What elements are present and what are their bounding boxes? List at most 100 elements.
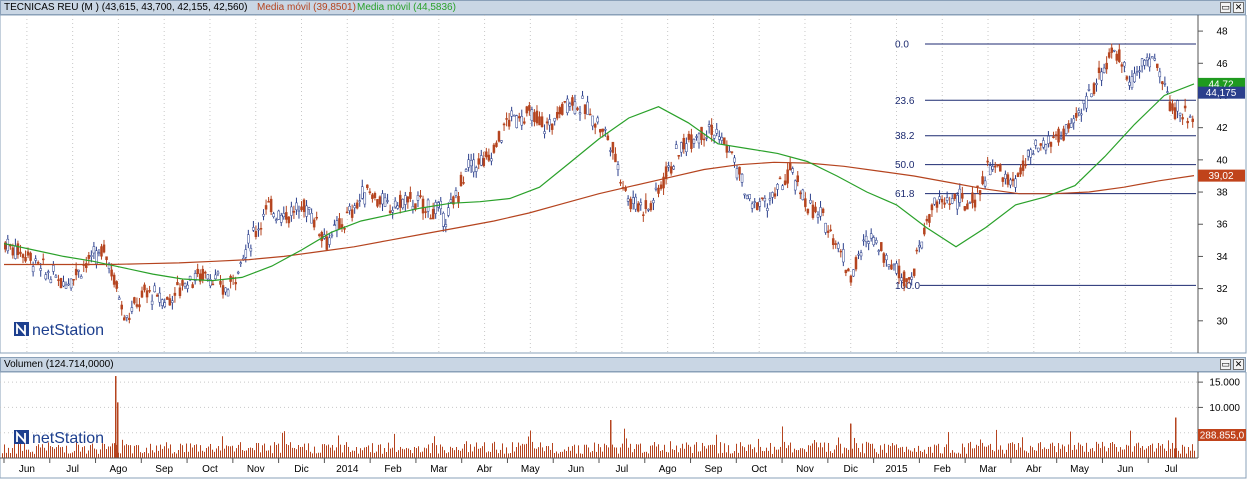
volume-bar	[1190, 450, 1191, 458]
candle-body	[125, 315, 129, 318]
volume-bar	[728, 445, 729, 458]
volume-bar	[754, 447, 755, 458]
candle-body	[292, 210, 296, 213]
volume-bar	[1042, 449, 1043, 458]
candle-body	[267, 201, 270, 203]
candle-body	[609, 150, 612, 152]
candle-body	[363, 192, 367, 205]
volume-bar	[386, 452, 387, 458]
candle-body	[928, 214, 931, 223]
volume-bar	[326, 445, 327, 458]
volume-bar	[314, 446, 315, 458]
volume-bar	[190, 443, 191, 458]
candle-body	[859, 252, 863, 257]
volume-bar	[706, 448, 707, 458]
volume-bar	[844, 447, 845, 458]
candle-body	[1135, 71, 1139, 74]
candle-body	[905, 278, 908, 282]
volume-bar	[922, 452, 923, 458]
volume-bar	[390, 448, 391, 458]
volume-bar	[868, 442, 869, 458]
candle-body	[890, 264, 893, 270]
candle-body	[573, 101, 577, 114]
volume-bar	[1124, 449, 1125, 458]
volume-bar	[848, 449, 849, 458]
volume-bar	[948, 431, 949, 458]
volume-minimize-icon[interactable]: ▭	[1220, 359, 1231, 370]
volume-bar	[830, 451, 831, 458]
candle-body	[178, 287, 182, 296]
volume-bar	[526, 443, 527, 458]
candle-body	[983, 180, 987, 187]
volume-bar	[346, 442, 347, 458]
volume-bar	[28, 449, 29, 458]
volume-close-icon[interactable]: ✕	[1233, 359, 1244, 370]
candle-body	[454, 190, 458, 196]
volume-bar	[284, 431, 285, 458]
x-tick-label: May	[1070, 464, 1089, 475]
candle-body	[49, 279, 53, 283]
volume-bar	[938, 443, 939, 458]
candle-body	[368, 191, 372, 194]
volume-bar	[864, 453, 865, 458]
volume-bar	[212, 449, 213, 458]
volume-peak-bar	[117, 402, 119, 458]
price-chart[interactable]: 48464442403836343230 0.023.638.250.061.8…	[0, 15, 1248, 357]
volume-bar	[62, 446, 63, 458]
volume-bar	[1066, 451, 1067, 458]
volume-bar	[400, 446, 401, 458]
close-icon[interactable]: ✕	[1233, 2, 1244, 13]
volume-bar	[300, 446, 301, 458]
candle-body	[730, 151, 734, 153]
volume-bar	[684, 448, 685, 458]
x-tick-label: Sep	[705, 464, 723, 475]
volume-bar	[1170, 448, 1171, 458]
candle-body	[988, 165, 992, 176]
volume-bar	[146, 447, 147, 458]
candle-body	[361, 186, 364, 199]
volume-bar	[264, 443, 265, 458]
candle-body	[434, 202, 437, 214]
candle-body	[244, 249, 248, 258]
volume-bar	[934, 444, 935, 458]
volume-bar	[596, 451, 597, 458]
volume-bar	[1128, 445, 1129, 458]
volume-bar	[954, 452, 955, 458]
candle-body	[158, 292, 161, 303]
candle-body	[614, 153, 617, 163]
volume-bar	[180, 443, 181, 458]
volume-bar	[126, 444, 127, 458]
volume-bar	[222, 436, 223, 458]
candle-body	[750, 203, 754, 209]
candle-body	[912, 268, 916, 276]
volume-bar	[612, 444, 613, 458]
volume-bar	[980, 439, 981, 458]
candle-body	[107, 263, 111, 269]
candle-body	[135, 304, 139, 307]
candle-body	[961, 193, 964, 199]
candle-body	[1110, 47, 1113, 53]
volume-bar	[378, 444, 379, 458]
volume-bar	[362, 450, 363, 458]
candle-body	[148, 290, 151, 292]
candle-body	[1042, 140, 1045, 148]
volume-bar	[1142, 446, 1143, 458]
candle-body	[388, 210, 392, 213]
volume-bar	[608, 447, 609, 458]
volume-bar	[376, 451, 377, 458]
volume-bar	[1040, 442, 1041, 458]
candle-body	[667, 165, 670, 168]
volume-bar	[228, 446, 229, 458]
minimize-icon[interactable]: ▭	[1220, 2, 1231, 13]
candle-body	[844, 269, 848, 274]
x-tick-label: Ago	[659, 464, 677, 475]
candle-body	[444, 224, 448, 228]
candle-body	[956, 195, 959, 210]
candle-body	[1120, 64, 1124, 67]
volume-bar	[872, 443, 873, 458]
volume-last-label: 288.855,0	[1200, 431, 1245, 442]
volume-bar	[1016, 449, 1017, 458]
price-tick-label: 48	[1216, 27, 1228, 38]
candle-body	[249, 247, 253, 252]
